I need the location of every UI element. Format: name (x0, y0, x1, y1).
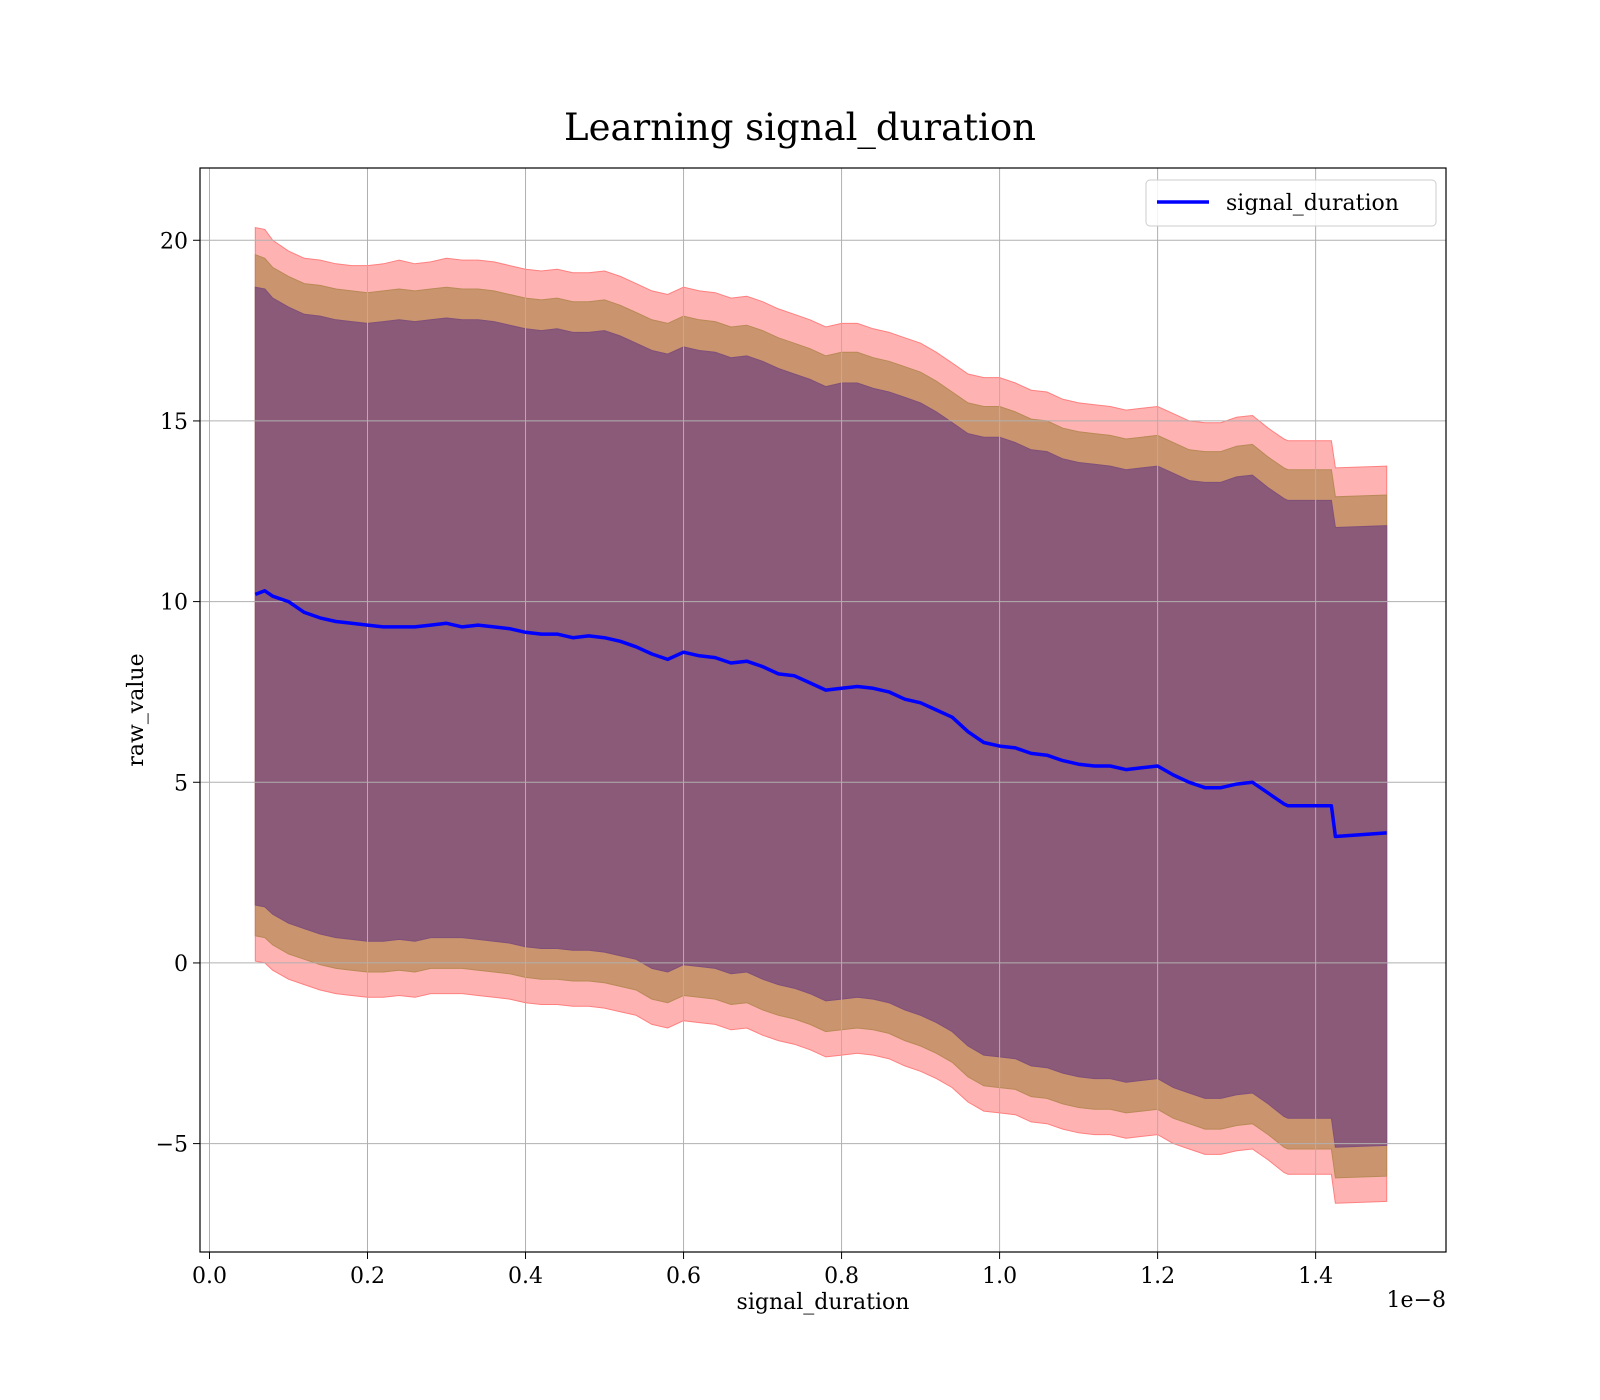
x-tick-label: 0.2 (350, 1264, 385, 1289)
y-tick-label: −5 (156, 1133, 188, 1158)
band-inner (254, 286, 1388, 1148)
x-axis-label: signal_duration (737, 1290, 910, 1315)
legend-box (1145, 179, 1437, 227)
y-tick-label: 20 (160, 229, 188, 254)
x-tick-label: 0.0 (192, 1264, 227, 1289)
y-axis-label: raw_value (124, 653, 149, 766)
axes-frame (199, 167, 1447, 1253)
x-tick-label: 0.4 (508, 1264, 543, 1289)
x-tick-label: 1.0 (982, 1264, 1017, 1289)
y-tick-label: 15 (160, 410, 188, 435)
x-axis-offset-text: 1e−8 (1387, 1288, 1446, 1313)
x-axis-ticks: 0.0 0.2 0.4 0.6 0.8 1.0 1.2 1.4 (192, 1252, 1333, 1289)
y-tick-label: 5 (174, 771, 188, 796)
x-tick-label: 0.6 (666, 1264, 701, 1289)
confidence-bands (254, 226, 1388, 1204)
y-tick-label: 0 (174, 952, 188, 977)
y-tick-label: 10 (160, 591, 188, 616)
legend: signal_duration (1145, 179, 1437, 227)
x-tick-label: 1.2 (1140, 1264, 1175, 1289)
x-tick-label: 0.8 (824, 1264, 859, 1289)
plot-area (200, 168, 1446, 1252)
series-line-signal-duration (254, 589, 1387, 839)
x-tick-label: 1.4 (1298, 1264, 1333, 1289)
chart-title: Learning signal_duration (564, 106, 1036, 150)
y-axis-ticks: −5 0 5 10 15 20 (156, 229, 200, 1158)
legend-label: signal_duration (1226, 191, 1399, 216)
line-layer (254, 589, 1387, 839)
